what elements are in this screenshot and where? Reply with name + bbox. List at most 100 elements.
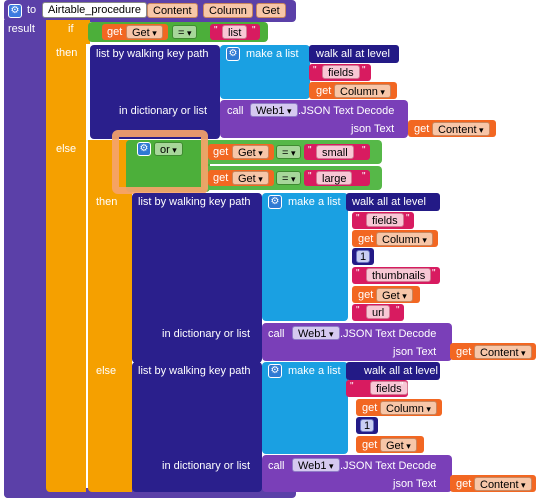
- eq-small-dropdown[interactable]: =: [276, 145, 302, 159]
- walk-all-label-1: walk all at level: [316, 48, 390, 60]
- close-quote: ": [432, 268, 436, 279]
- make-list-label-1: make a list: [246, 48, 299, 60]
- get-label: get: [456, 346, 472, 358]
- or-mutator-gear-icon[interactable]: ⚙: [137, 142, 151, 156]
- text-list-value[interactable]: list: [222, 25, 248, 39]
- in-dict-label-1: in dictionary or list: [119, 105, 208, 117]
- close-quote: ": [400, 381, 404, 392]
- open-quote: ": [350, 381, 354, 392]
- walk-all-label-3: walk all at level: [364, 365, 438, 377]
- procedure-bottom: [4, 488, 296, 498]
- web1-dropdown-2[interactable]: Web1: [292, 326, 340, 340]
- open-quote: ": [356, 305, 360, 316]
- inner-then-label: then: [96, 196, 118, 208]
- else-label: else: [56, 143, 77, 155]
- walk-title-2: list by walking key path: [138, 196, 251, 208]
- result-label: result: [8, 23, 35, 35]
- walk-key-path-block-2[interactable]: [132, 193, 262, 363]
- web1-dropdown-3[interactable]: Web1: [292, 458, 340, 472]
- number-1-field-2[interactable]: 1: [356, 250, 371, 263]
- param-get[interactable]: Get: [256, 3, 286, 18]
- open-quote: ": [313, 65, 317, 76]
- text-thumbnails[interactable]: thumbnails: [366, 268, 432, 282]
- text-large[interactable]: large: [316, 171, 353, 185]
- in-dict-label-3: in dictionary or list: [162, 460, 251, 472]
- get-var-large[interactable]: Get: [232, 171, 269, 185]
- mutator-gear-icon[interactable]: ⚙: [268, 364, 282, 378]
- close-quote: ": [396, 305, 400, 316]
- walk-all-block-1[interactable]: [309, 45, 399, 63]
- or-op-dropdown[interactable]: or: [154, 142, 183, 156]
- call-label-2: call: [268, 328, 285, 340]
- compare-op-dropdown[interactable]: =: [172, 25, 198, 39]
- get-label: get: [358, 233, 374, 245]
- get-label: get: [213, 172, 229, 184]
- get-var-dropdown-3[interactable]: Get: [380, 438, 417, 452]
- in-dict-label-2: in dictionary or list: [162, 328, 251, 340]
- close-quote: ": [362, 65, 366, 76]
- get-label: get: [316, 85, 332, 97]
- close-quote: ": [362, 171, 366, 182]
- walk-title-1: list by walking key path: [96, 48, 209, 60]
- json-text-label-3: json Text: [393, 478, 437, 490]
- json-decode-label-2: .JSON Text Decode: [340, 328, 437, 340]
- param-content[interactable]: Content: [147, 3, 198, 18]
- get-content-dropdown-3[interactable]: Content: [474, 477, 532, 491]
- open-quote: ": [214, 25, 218, 36]
- get-label: get: [213, 146, 229, 158]
- walk-title-3: list by walking key path: [138, 365, 251, 377]
- if-block[interactable]: [46, 20, 86, 492]
- open-quote: ": [308, 145, 312, 156]
- call-label-1: call: [227, 105, 244, 117]
- number-1-field-3[interactable]: 1: [360, 419, 375, 432]
- json-text-label-2: json Text: [393, 346, 437, 358]
- get-var-dropdown-2[interactable]: Get: [376, 288, 413, 302]
- call-label-3: call: [268, 460, 285, 472]
- text-url[interactable]: url: [366, 305, 391, 319]
- get-var-dropdown[interactable]: Get: [126, 25, 163, 39]
- walk-all-block-2[interactable]: [346, 193, 440, 211]
- text-fields-1[interactable]: fields: [322, 65, 360, 79]
- param-column[interactable]: Column: [203, 3, 253, 18]
- then-label: then: [56, 47, 78, 59]
- text-fields-3[interactable]: fields: [370, 381, 408, 395]
- mutator-gear-icon[interactable]: ⚙: [226, 47, 240, 61]
- get-label: get: [358, 289, 374, 301]
- get-content-dropdown-1[interactable]: Content: [432, 122, 490, 136]
- eq-large-dropdown[interactable]: =: [276, 171, 302, 185]
- open-quote: ": [356, 268, 360, 279]
- walk-key-path-block-3[interactable]: [132, 362, 262, 492]
- get-column-dropdown-1[interactable]: Column: [334, 84, 391, 98]
- get-var-small[interactable]: Get: [232, 145, 269, 159]
- get-column-dropdown-3[interactable]: Column: [380, 401, 437, 415]
- open-quote: ": [356, 213, 360, 224]
- walk-all-block-3[interactable]: [346, 362, 440, 380]
- json-text-label-1: json Text: [351, 123, 395, 135]
- get-label: get: [414, 123, 430, 135]
- if-row: [46, 20, 90, 44]
- get-label: get: [107, 26, 123, 38]
- gear-icon[interactable]: ⚙: [8, 4, 22, 18]
- highlight-box: [112, 130, 208, 194]
- get-label: get: [456, 478, 472, 490]
- json-decode-label-1: .JSON Text Decode: [298, 105, 395, 117]
- procedure-name-field[interactable]: Airtable_procedure: [42, 2, 147, 18]
- get-label: get: [362, 439, 378, 451]
- text-fields-2[interactable]: fields: [366, 213, 404, 227]
- get-column-dropdown-2[interactable]: Column: [376, 232, 433, 246]
- close-quote: ": [362, 145, 366, 156]
- get-content-dropdown-2[interactable]: Content: [474, 345, 532, 359]
- json-decode-label-3: .JSON Text Decode: [340, 460, 437, 472]
- make-list-block-2[interactable]: [262, 193, 348, 321]
- web1-dropdown-1[interactable]: Web1: [250, 103, 298, 117]
- get-label: get: [362, 402, 378, 414]
- if-label: if: [68, 23, 74, 35]
- inner-else-label: else: [96, 365, 117, 377]
- text-small[interactable]: small: [316, 145, 354, 159]
- procedure-body-rail: [4, 20, 46, 498]
- mutator-gear-icon[interactable]: ⚙: [268, 195, 282, 209]
- walk-key-path-block-1[interactable]: [90, 45, 220, 139]
- inner-if-block[interactable]: [88, 140, 132, 492]
- walk-all-label-2: walk all at level: [352, 196, 426, 208]
- open-quote: ": [308, 171, 312, 182]
